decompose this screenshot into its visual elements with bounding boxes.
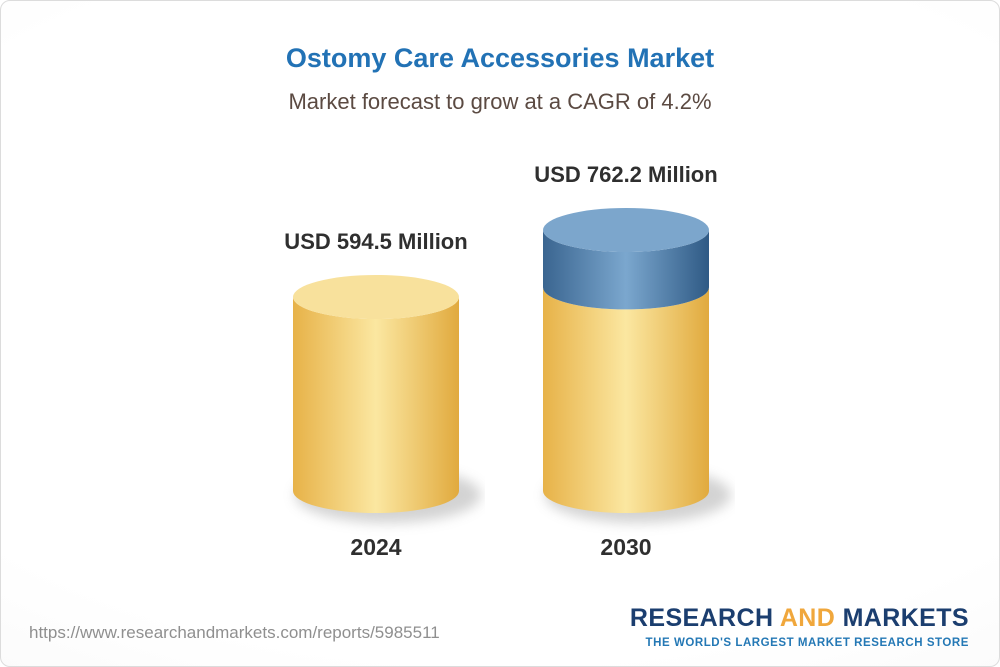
logo-word-and: AND [779,604,836,632]
logo-tagline: THE WORLD'S LARGEST MARKET RESEARCH STOR… [645,637,969,649]
chart-subtitle: Market forecast to grow at a CAGR of 4.2… [288,89,712,114]
logo-wordmark: RESEARCH AND MARKETS [630,604,969,633]
cylinder-bar-2024 [267,249,485,544]
chart-title: Ostomy Care Accessories Market [285,43,715,73]
value-label-2024: USD 594.5 Million [284,229,468,254]
cylinder-graphic [293,275,481,523]
logo-word-research: RESEARCH [629,604,774,632]
value-label-2030: USD 762.2 Million [534,162,718,187]
x-axis-label-2030: 2030 [600,534,652,560]
logo-word-markets: MARKETS [842,604,969,632]
source-url-link[interactable]: https://www.researchandmarkets.com/repor… [29,623,440,642]
x-axis-label-2024: 2024 [350,534,402,560]
research-and-markets-logo: RESEARCH AND MARKETS THE WORLD'S LARGEST… [630,604,969,649]
cylinder-graphic [543,208,731,523]
cylinder-bar-2030 [517,182,735,544]
